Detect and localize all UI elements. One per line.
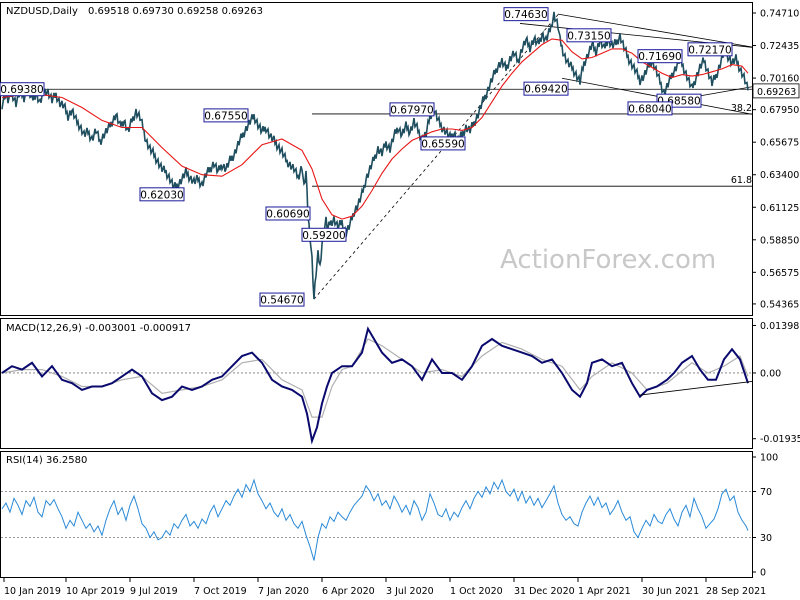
price-label-box-0.69420 — [523, 81, 569, 96]
price-label-box-0.62030 — [139, 187, 185, 202]
x-tick-label-1 Apr 2021: 1 Apr 2021 — [578, 586, 631, 597]
price-label-box-0.60690 — [265, 206, 311, 221]
price-label-box-0.67550 — [203, 108, 249, 123]
price-label-box-0.72170 — [687, 42, 733, 57]
current-price-box — [752, 83, 800, 99]
x-tick-label-10 Jan 2019: 10 Jan 2019 — [4, 586, 61, 597]
price-label-0.59200: 0.59200 — [302, 230, 345, 242]
watermark: ActionForex.com — [500, 245, 716, 275]
x-tick-label-28 Sep 2021: 28 Sep 2021 — [706, 586, 766, 597]
x-tick-label-9 Jul 2019: 9 Jul 2019 — [130, 586, 178, 597]
y-tick-label-0.72435: 0.72435 — [760, 41, 799, 52]
price-label-0.74630: 0.74630 — [504, 9, 547, 21]
price-label-box-0.73150 — [566, 28, 612, 43]
price-label-0.73150: 0.73150 — [567, 30, 610, 42]
x-tick-label-1 Oct 2020: 1 Oct 2020 — [450, 586, 503, 597]
macd-tick-label-0.00: 0.00 — [760, 368, 781, 379]
main-ohlc: 0.69518 0.69730 0.69258 0.69263 — [88, 6, 263, 17]
y-tick-label-0.63400: 0.63400 — [760, 170, 799, 181]
rsi-panel-frame — [0, 451, 753, 578]
price-label-0.62030: 0.62030 — [140, 189, 183, 201]
x-tick-label-7 Jan 2020: 7 Jan 2020 — [258, 586, 309, 597]
y-tick-label-0.74710: 0.74710 — [760, 9, 799, 20]
x-tick-label-3 Jul 2020: 3 Jul 2020 — [386, 586, 434, 597]
price-label-0.72170: 0.72170 — [688, 44, 731, 56]
y-tick-label-0.70160: 0.70160 — [760, 74, 799, 85]
x-tick-label-7 Oct 2019: 7 Oct 2019 — [194, 586, 247, 597]
x-tick-label-30 Jun 2021: 30 Jun 2021 — [642, 586, 699, 597]
macd-panel-frame — [0, 318, 753, 449]
rsi-line — [1, 478, 749, 561]
y-tick-label-0.61125: 0.61125 — [760, 203, 799, 214]
y-tick-label-0.65675: 0.65675 — [760, 138, 799, 149]
resistance-line — [557, 13, 753, 48]
price-label-0.71690: 0.71690 — [638, 51, 681, 63]
price-series-line — [1, 11, 749, 300]
x-tick-label-6 Apr 2020: 6 Apr 2020 — [322, 586, 375, 597]
rsi-tick-label-70: 70 — [760, 487, 772, 498]
current-price-label: 0.69263 — [757, 87, 796, 98]
macd-line — [1, 326, 749, 445]
price-label-0.54670: 0.54670 — [260, 295, 303, 307]
price-label-0.69380: 0.69380 — [0, 84, 43, 96]
macd-layer: 0.01398 0.00 -0.019352 — [1, 321, 800, 445]
price-label-0.68040: 0.68040 — [628, 103, 671, 115]
rsi-tick-label-0: 0 — [760, 568, 766, 579]
rsi-title: RSI(14) 36.2580 — [6, 455, 87, 466]
price-label-box-0.71690 — [637, 49, 683, 64]
x-axis: 10 Jan 2019 10 Apr 2019 9 Jul 2019 7 Oct 20… — [3, 578, 766, 597]
price-label-box-0.54670 — [259, 292, 305, 307]
price-label-0.67550: 0.67550 — [204, 110, 247, 122]
price-label-0.67970: 0.67970 — [390, 104, 433, 116]
price-label-box-0.59200 — [301, 227, 347, 242]
price-label-box-0.65590 — [420, 136, 466, 151]
macd-tick-label-0.01398: 0.01398 — [760, 321, 799, 332]
rsi-tick-label-100: 100 — [760, 453, 778, 464]
y-tick-label-0.56575: 0.56575 — [760, 268, 799, 279]
rsi-tick-label-30: 30 — [760, 533, 772, 544]
moving-average-line — [1, 38, 749, 220]
price-label-0.60690: 0.60690 — [266, 208, 309, 220]
macd-title: MACD(12,26,9) -0.003001 -0.000917 — [6, 323, 191, 334]
price-label-box-0.67970 — [389, 102, 435, 117]
x-tick-label-31 Dec 2020: 31 Dec 2020 — [514, 586, 575, 597]
macd-tick-label--0.019352: -0.019352 — [760, 434, 800, 445]
price-label-0.65590: 0.65590 — [421, 138, 464, 150]
fib-label-61.8: 61.8 — [731, 175, 752, 186]
main-layer: 38.2 61.8 0.69380 0.67550 0.62030 0.60690 0.59… — [0, 7, 800, 310]
y-tick-label-0.58850: 0.58850 — [760, 235, 799, 246]
y-tick-label-0.67950: 0.67950 — [760, 105, 799, 116]
fib-label-38.2: 38.2 — [731, 103, 752, 114]
rsi-layer: 100 70 30 0 — [1, 453, 778, 579]
y-tick-label-0.54365: 0.54365 — [760, 299, 799, 310]
main-title: NZDUSD,Daily — [6, 6, 78, 17]
price-label-box-0.69380 — [0, 82, 45, 97]
price-label-box-0.74630 — [503, 7, 549, 22]
macd-trendline — [639, 381, 753, 396]
x-tick-label-10 Apr 2019: 10 Apr 2019 — [66, 586, 125, 597]
price-label-0.69420: 0.69420 — [524, 84, 567, 96]
price-label-box-0.68040 — [627, 101, 673, 116]
